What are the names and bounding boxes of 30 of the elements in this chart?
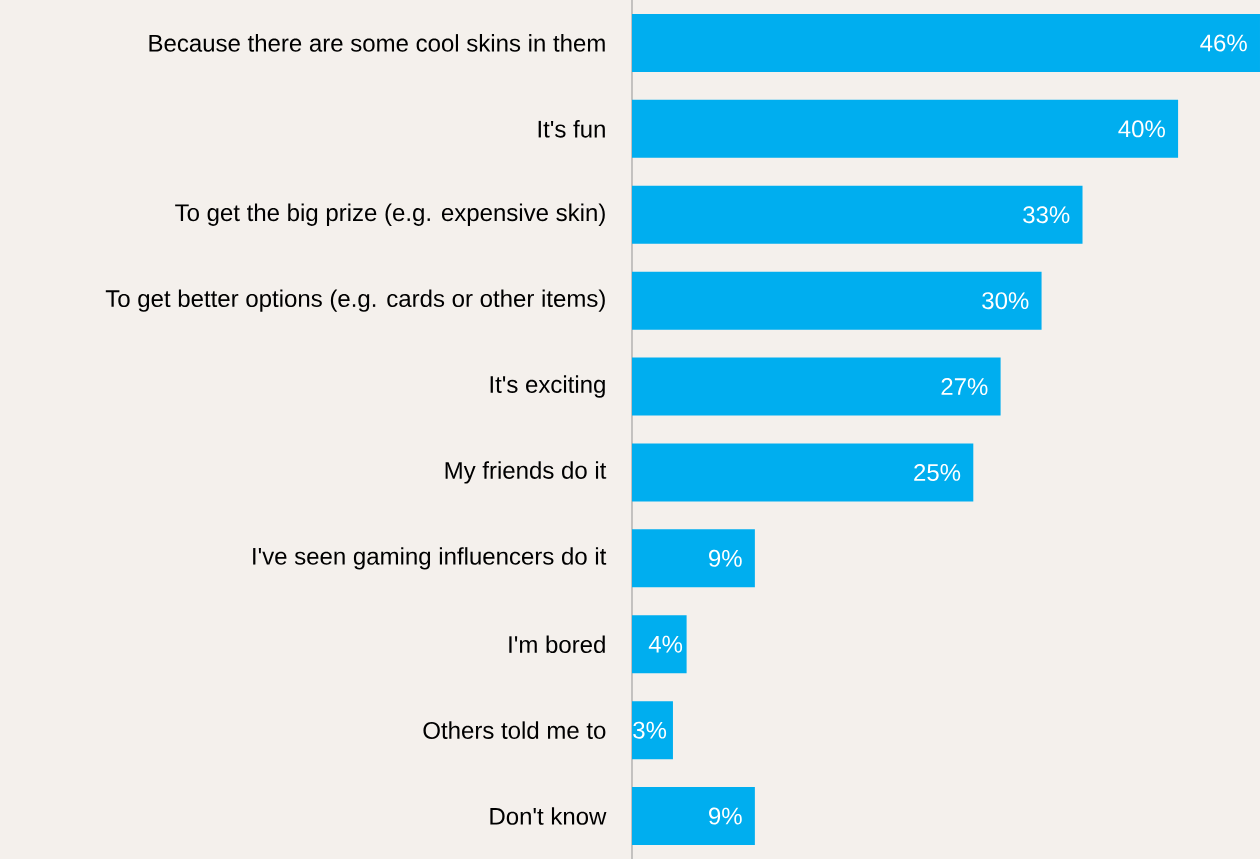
y-tick-label: It's fun (538, 120, 605, 138)
bar (632, 443, 974, 502)
data-label: 46% (1200, 34, 1247, 52)
data-label: 4% (648, 635, 683, 653)
y-tick-label: I'm bored (509, 635, 605, 654)
y-tick-label: Don't know (490, 807, 607, 825)
bar (632, 99, 1179, 158)
y-tick-label: Because there are some cool skins in them (149, 34, 605, 52)
y-tick-label: Others told me to (423, 721, 606, 739)
data-label: 25% (914, 463, 961, 481)
y-tick-label: My friends do it (445, 461, 607, 484)
bar (632, 701, 673, 760)
bar (632, 357, 1001, 416)
data-label: 9% (709, 807, 742, 825)
bar (632, 271, 1042, 330)
bar (632, 185, 1083, 244)
bar (632, 615, 687, 674)
data-label: 40% (1118, 120, 1165, 138)
data-label: 27% (941, 378, 988, 395)
data-label: 3% (633, 721, 667, 739)
y-tick-label: To get better options (e.g. cards or other items) (105, 289, 605, 312)
y-tick-label: To get the big prize (e.g. expensive skin) (175, 203, 605, 226)
bar (632, 13, 1260, 72)
y-tick-label: I've seen gaming influencers do it (253, 547, 607, 570)
data-label: 33% (1023, 206, 1070, 224)
y-tick-label: It's exciting (490, 375, 605, 398)
data-label: 9% (709, 549, 742, 567)
bar (632, 529, 755, 588)
bar (632, 787, 755, 846)
data-label: 30% (982, 292, 1029, 310)
